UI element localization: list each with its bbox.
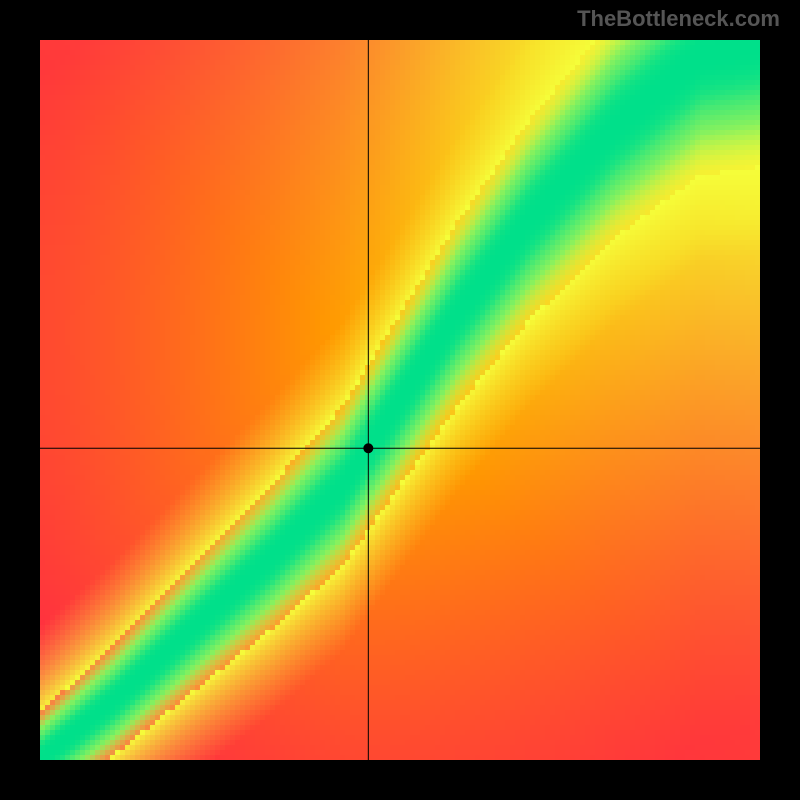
heatmap-canvas [40, 40, 760, 760]
watermark-text: TheBottleneck.com [577, 6, 780, 32]
heatmap-plot [40, 40, 760, 760]
